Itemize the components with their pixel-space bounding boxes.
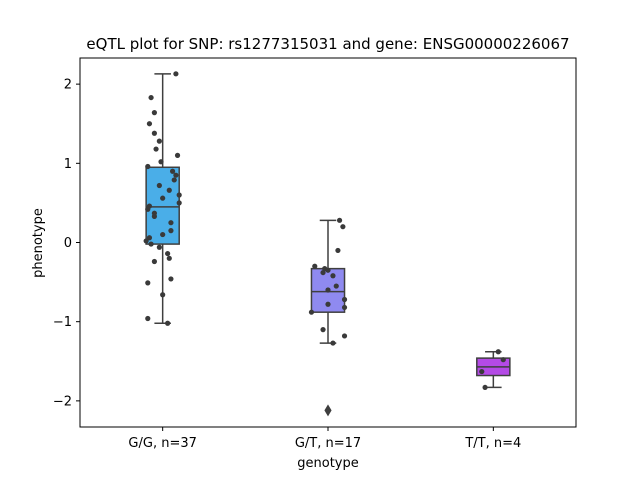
chart-title: eQTL plot for SNP: rs1277315031 and gene…: [86, 35, 569, 53]
data-point: [173, 71, 179, 77]
data-point: [168, 276, 174, 282]
data-point: [312, 263, 318, 269]
y-axis: −2 −1 0 1 2: [53, 78, 80, 409]
data-point: [145, 280, 151, 286]
x-tick-label: T/T, n=4: [464, 436, 521, 451]
data-point: [151, 213, 157, 219]
data-point: [151, 110, 157, 116]
outlier-marker: [324, 404, 332, 417]
data-point: [174, 152, 181, 158]
data-point: [320, 327, 326, 333]
data-point: [160, 292, 166, 298]
data-point: [336, 217, 343, 223]
data-point: [325, 267, 331, 273]
data-point: [160, 195, 166, 201]
data-point: [146, 235, 153, 241]
data-point: [151, 130, 157, 136]
data-point: [145, 315, 151, 322]
y-tick-label: −2: [53, 394, 72, 409]
data-point: [308, 309, 315, 315]
data-point: [148, 241, 154, 247]
data-point: [153, 146, 159, 152]
data-point: [168, 220, 174, 226]
x-tick-label: G/T, n=17: [295, 436, 361, 451]
data-point: [176, 192, 182, 198]
data-point: [341, 296, 348, 303]
y-tick-label: 0: [64, 236, 72, 251]
data-point: [143, 238, 149, 244]
data-point: [156, 138, 162, 144]
data-point: [148, 94, 154, 101]
data-point: [165, 320, 171, 326]
data-point: [330, 340, 336, 346]
data-point: [495, 349, 501, 355]
data-point: [146, 121, 153, 127]
data-point: [173, 172, 179, 178]
data-point: [482, 384, 488, 391]
data-point: [333, 283, 339, 289]
data-point: [171, 177, 177, 183]
y-tick-label: 2: [64, 78, 72, 93]
x-tick-label: G/G, n=37: [128, 436, 196, 451]
data-point: [325, 301, 331, 307]
data-point: [320, 269, 326, 276]
data-point: [156, 182, 162, 189]
x-axis: G/G, n=37 G/T, n=17 T/T, n=4: [128, 427, 521, 451]
data-point: [145, 163, 151, 170]
data-point: [341, 333, 348, 339]
data-point: [156, 244, 162, 250]
data-point: [335, 247, 341, 254]
data-point: [169, 168, 176, 174]
data-point: [158, 159, 164, 165]
data-point: [330, 273, 336, 279]
data-point: [479, 368, 485, 375]
data-point: [168, 228, 174, 234]
data-point: [151, 258, 157, 265]
y-tick-label: 1: [64, 157, 72, 172]
data-point: [160, 231, 166, 238]
y-axis-title: phenotype: [31, 208, 46, 278]
points-layer: [143, 71, 506, 391]
data-point: [325, 287, 331, 293]
data-point: [500, 357, 506, 363]
data-point: [145, 206, 151, 212]
data-point: [165, 250, 171, 257]
x-axis-title: genotype: [297, 456, 358, 471]
y-tick-label: −1: [53, 315, 72, 330]
data-point: [176, 200, 182, 206]
data-point: [166, 255, 172, 261]
data-point: [340, 224, 346, 230]
data-point: [166, 187, 172, 193]
boxes-layer: [145, 73, 511, 417]
data-point: [341, 304, 348, 311]
